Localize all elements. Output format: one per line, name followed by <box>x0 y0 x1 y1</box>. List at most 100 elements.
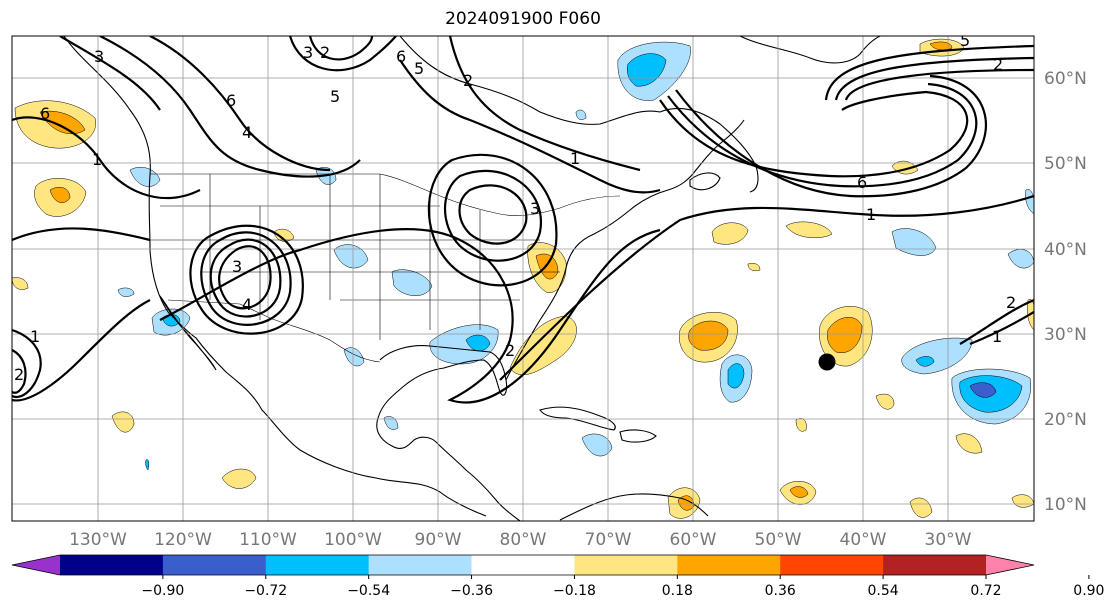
north-america-west-coast <box>63 36 487 517</box>
colorbar-segment <box>780 555 884 575</box>
contour-trough-2 <box>12 227 151 242</box>
contour-label: 5 <box>960 31 970 50</box>
anomaly-neg-gulf <box>429 324 499 365</box>
contour-label: 1 <box>866 205 876 224</box>
hispaniola <box>619 429 657 443</box>
map-frame <box>11 35 1035 522</box>
labrador-coast <box>659 107 759 193</box>
contour-label: 2 <box>1006 293 1016 312</box>
contour-two-se <box>969 311 1034 346</box>
us-canada-border <box>150 173 621 216</box>
anomaly-neg-small-2 <box>1007 249 1034 269</box>
colorbar-segment <box>368 555 473 575</box>
contour-nw-4 <box>149 36 331 172</box>
contour-label: 6 <box>857 173 867 192</box>
anomaly-neg-small-7 <box>581 433 613 457</box>
contour-ridge-north-1 <box>824 44 1034 101</box>
anomaly-pos-small-12 <box>273 228 295 242</box>
colorbar-segment <box>883 555 987 575</box>
contour-label: 1 <box>992 327 1002 346</box>
colorbar-segment <box>162 555 267 575</box>
anomaly-pos-small-5 <box>955 433 983 454</box>
contour-west-edge-3 <box>12 299 151 402</box>
lon-label: 30°W <box>925 530 972 550</box>
contour-west-edge-1 <box>12 328 42 399</box>
lon-label: 120°W <box>154 530 212 550</box>
coastlines <box>63 36 881 521</box>
anomaly-neg-small-5 <box>391 269 433 296</box>
lon-label: 110°W <box>239 530 297 550</box>
colorbar-tick-labels: −0.90 −0.72 −0.54 −0.36 −0.18 0.18 0.36 0.54 0.7… <box>141 575 1104 599</box>
colorbar-tick-label: 0.90 <box>1073 583 1104 599</box>
contour-label: 3 <box>530 199 540 218</box>
colorbar-tick-label: 0.36 <box>765 583 796 599</box>
colorbar-extend-min <box>12 555 60 575</box>
contour-low-sw-3 <box>200 231 292 326</box>
hudson-bay-coast <box>399 36 661 125</box>
latitude-labels: 60°N 50°N 40°N 30°N 20°N 10°N <box>1044 69 1087 515</box>
anomaly-pos-small-4 <box>875 393 895 410</box>
contour-label: 1 <box>30 327 40 346</box>
anomaly-neg-east-atl-2 <box>901 337 973 375</box>
contour-jet-3 <box>675 74 988 198</box>
anomaly-neg-east-atl-core <box>969 382 997 398</box>
colorbar-tick-label: 0.54 <box>868 583 899 599</box>
map-panel: 6 2 3 1 2 6 1 2 6 5 4 3 2 1 3 6 4 1 5 2 … <box>12 31 1034 521</box>
colorbar-tick-label: −0.36 <box>450 583 493 599</box>
gulf-coast <box>376 345 508 449</box>
central-america <box>435 441 521 521</box>
anomaly-neg-small-9 <box>117 287 135 297</box>
contour-label: 2 <box>14 365 24 384</box>
contour-label: 1 <box>570 149 580 168</box>
lat-label: 60°N <box>1044 69 1087 89</box>
longitude-labels: 130°W 120°W 110°W 100°W 90°W 80°W 70°W 6… <box>69 530 972 550</box>
lon-label: 40°W <box>840 530 887 550</box>
colorbar <box>11 554 1035 576</box>
colorbar-tick-label: 0.72 <box>970 583 1001 599</box>
colorbar-segment <box>60 555 164 575</box>
contour-low-east-3 <box>427 153 558 287</box>
contour-label: 5 <box>414 59 424 78</box>
lat-label: 40°N <box>1044 240 1087 260</box>
newfoundland <box>689 172 721 191</box>
lat-label: 50°N <box>1044 154 1087 174</box>
contour-low-sw-2 <box>209 238 282 318</box>
contour-nw-2 <box>59 36 161 111</box>
contour-label: 3 <box>94 47 104 66</box>
baja-peninsula <box>159 295 217 371</box>
contour-arctic-1 <box>288 36 397 72</box>
colorbar-tick-label: −0.54 <box>347 583 390 599</box>
anomaly-neg-small-12 <box>575 109 587 120</box>
lon-label: 130°W <box>69 530 127 550</box>
anomaly-pos-small-1 <box>711 222 749 245</box>
contour-arctic-2 <box>308 36 374 61</box>
shaded-anomaly-fields <box>12 38 1034 519</box>
lon-label: 70°W <box>585 530 632 550</box>
lat-label: 20°N <box>1044 410 1087 430</box>
political-borders <box>150 173 621 363</box>
contour-labels: 6 2 3 1 2 6 1 2 6 5 4 3 2 1 3 6 4 1 5 2 … <box>14 31 1016 384</box>
contour-label: 2 <box>993 55 1003 74</box>
colorbar-segment <box>265 555 370 575</box>
anomaly-neg-east-atl-2-core <box>915 356 935 367</box>
contour-low-sw-4 <box>189 224 304 335</box>
lon-label: 60°W <box>670 530 717 550</box>
contour-label: 4 <box>242 295 252 314</box>
anomaly-pos-small-8-core <box>789 486 809 498</box>
colorbar-tick-label: −0.18 <box>553 583 596 599</box>
contour-trough-1 <box>159 227 661 404</box>
contour-one-east <box>499 194 1034 381</box>
colorbar-tick-label: 0.18 <box>662 583 693 599</box>
greenland-coast <box>739 36 881 64</box>
anomaly-neg-small-4 <box>333 244 369 269</box>
contour-label: 2 <box>320 43 330 62</box>
colorbar-segment <box>574 555 678 575</box>
graticule <box>12 36 1034 521</box>
contour-west-edge-2 <box>12 349 27 394</box>
contour-label: 2 <box>505 341 515 360</box>
anomaly-pos-central-atl-core <box>688 320 729 351</box>
contour-label: 3 <box>232 257 242 276</box>
anomaly-neg-small-11 <box>383 416 399 430</box>
anomaly-pos-small-7 <box>221 468 257 489</box>
storm-center-marker <box>818 353 836 371</box>
